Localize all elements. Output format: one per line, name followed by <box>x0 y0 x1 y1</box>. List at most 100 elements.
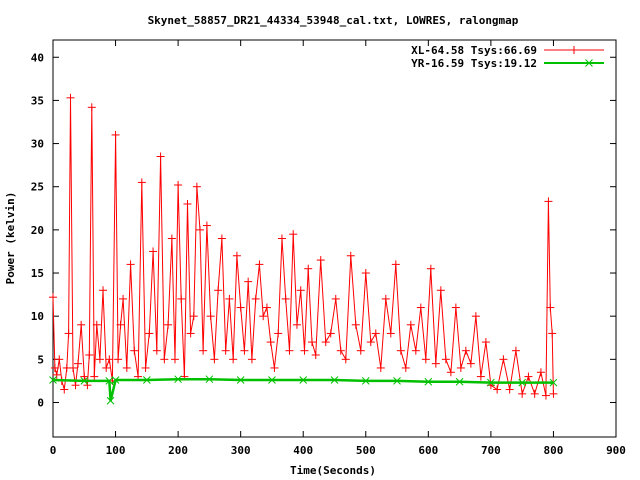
data-point <box>69 363 78 372</box>
legend-label-xl: XL-64.58 Tsys:66.69 <box>411 44 537 57</box>
data-point <box>80 372 89 381</box>
data-point <box>99 286 108 295</box>
data-point <box>331 294 340 303</box>
data-point <box>174 375 182 384</box>
data-point <box>285 346 294 355</box>
data-point <box>50 363 59 372</box>
data-point <box>307 338 316 347</box>
data-point <box>393 377 401 385</box>
data-point <box>52 370 61 379</box>
x-tick-label: 900 <box>606 444 626 457</box>
data-point <box>421 355 430 364</box>
data-point <box>424 377 433 386</box>
legend: XL-64.58 Tsys:66.69 YR-16.59 Tsys:19.12 <box>411 44 604 70</box>
data-point <box>292 320 301 329</box>
data-point <box>351 320 360 329</box>
data-point <box>95 355 104 364</box>
data-point <box>431 359 440 368</box>
plot-frame <box>52 39 617 438</box>
data-point <box>441 355 450 364</box>
y-tick-label: 0 <box>37 396 44 409</box>
data-point <box>316 256 325 265</box>
data-point <box>174 180 183 189</box>
data-point <box>436 286 445 295</box>
data-point <box>214 286 223 295</box>
data-point <box>205 375 214 384</box>
data-point <box>401 363 410 372</box>
data-point <box>247 355 256 364</box>
y-tick-label: 30 <box>31 138 44 151</box>
data-point <box>281 294 290 303</box>
data-point <box>300 346 309 355</box>
data-point <box>341 355 350 364</box>
y-tick-label: 35 <box>31 94 44 107</box>
x-tick-label: 600 <box>418 444 438 457</box>
data-point <box>289 230 298 239</box>
data-point <box>270 363 279 372</box>
y-tick-label: 20 <box>31 224 44 237</box>
data-point <box>183 199 192 208</box>
data-point <box>111 376 120 384</box>
data-point <box>493 385 502 394</box>
series-line <box>52 377 554 402</box>
data-point <box>164 320 173 329</box>
data-point <box>268 376 276 384</box>
data-point <box>83 381 92 390</box>
x-tick-label: 200 <box>168 444 188 457</box>
data-point <box>221 346 230 355</box>
data-point <box>549 389 558 398</box>
data-point <box>199 346 208 355</box>
data-point <box>122 363 131 372</box>
data-point <box>106 396 115 405</box>
data-point <box>366 338 375 347</box>
data-point <box>466 359 475 368</box>
data-point <box>321 338 330 347</box>
data-point <box>236 376 245 384</box>
data-point <box>126 260 135 269</box>
data-point <box>156 152 165 161</box>
data-point <box>476 372 485 381</box>
data-point <box>530 389 539 398</box>
data-point <box>381 294 390 303</box>
data-point <box>426 264 435 273</box>
x-tick-label: 300 <box>231 444 251 457</box>
data-point <box>74 359 83 368</box>
data-point <box>202 221 211 230</box>
data-point <box>66 93 75 102</box>
data-point <box>92 320 101 329</box>
data-point <box>137 178 146 187</box>
chart-title: Skynet_58857_DR21_44334_53948_cal.txt, L… <box>148 14 519 27</box>
data-point <box>361 269 370 278</box>
data-point <box>49 293 57 302</box>
series-yr <box>49 375 558 405</box>
data-point <box>518 389 527 398</box>
data-point <box>311 351 320 360</box>
legend-marker <box>570 46 578 54</box>
x-tick-label: 800 <box>544 444 564 457</box>
data-point <box>255 260 264 269</box>
data-point <box>371 329 380 338</box>
data-point <box>217 234 226 243</box>
data-point <box>416 303 425 312</box>
data-point <box>391 260 400 269</box>
data-point <box>206 312 215 321</box>
data-point <box>114 355 123 364</box>
data-point <box>60 385 69 394</box>
data-point <box>102 363 111 372</box>
y-tick-label: 5 <box>37 353 44 366</box>
data-point <box>549 378 558 387</box>
data-point <box>274 329 283 338</box>
data-point <box>546 303 555 312</box>
data-point <box>299 376 308 384</box>
data-point <box>142 376 151 384</box>
data-point <box>451 303 460 312</box>
data-point <box>145 329 154 338</box>
data-point <box>499 355 508 364</box>
x-axis: 0 100 200 300 400 500 600 700 800 900 <box>50 40 626 457</box>
data-point <box>170 355 179 364</box>
data-point <box>167 234 176 243</box>
data-point <box>192 182 201 191</box>
data-point <box>266 338 275 347</box>
data-point <box>116 320 125 329</box>
